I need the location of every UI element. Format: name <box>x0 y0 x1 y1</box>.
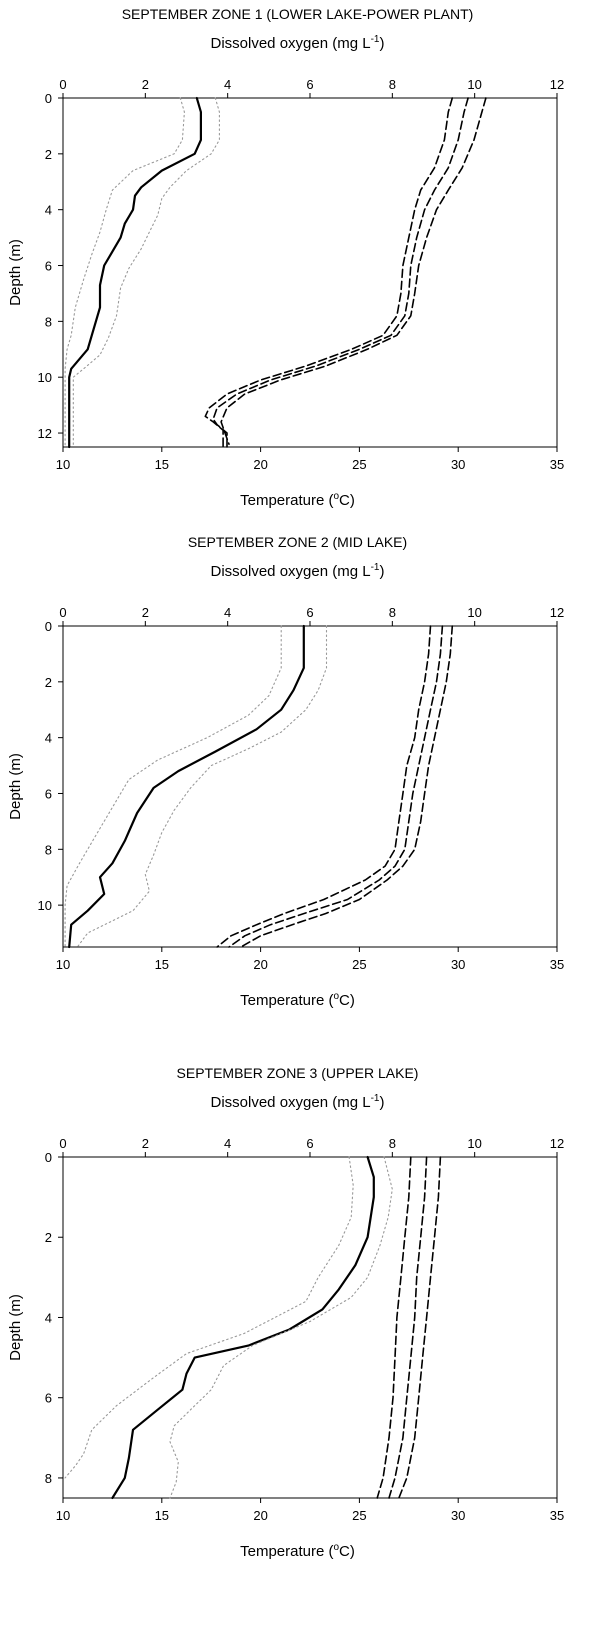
y-tick-label: 6 <box>45 259 52 274</box>
y-tick-label: 12 <box>38 426 52 441</box>
x-tick-label-top: 6 <box>306 77 313 92</box>
x-tick-label-top: 8 <box>389 77 396 92</box>
x-tick-label-bottom: 20 <box>253 957 267 972</box>
temperature-series-line <box>388 1156 428 1499</box>
top-axis-label: Dissolved oxygen (mg L-1) <box>210 1093 385 1111</box>
y-tick-label: 0 <box>45 1150 52 1165</box>
x-tick-label-top: 10 <box>467 77 481 92</box>
x-tick-label-top: 0 <box>59 77 66 92</box>
y-tick-label: 0 <box>45 619 52 634</box>
temperature-series-line <box>398 1156 442 1499</box>
x-tick-label-bottom: 10 <box>56 957 70 972</box>
x-tick-label-top: 2 <box>142 1136 149 1151</box>
x-tick-label-bottom: 10 <box>56 457 70 472</box>
x-tick-label-top: 0 <box>59 1136 66 1151</box>
y-tick-label: 4 <box>45 203 52 218</box>
x-tick-label-top: 2 <box>142 77 149 92</box>
bottom-axis-label: Temperature (oC) <box>240 491 355 509</box>
x-tick-label-top: 6 <box>306 1136 313 1151</box>
y-axis-label: Depth (m) <box>7 753 24 820</box>
x-tick-label-bottom: 20 <box>253 1508 267 1523</box>
chart-title: SEPTEMBER ZONE 3 (UPPER LAKE) <box>176 1065 419 1081</box>
temperature-series-line <box>216 625 432 948</box>
oxygen-series-line <box>68 624 305 949</box>
temperature-series-line <box>204 97 454 448</box>
x-tick-label-bottom: 30 <box>451 457 465 472</box>
x-tick-label-bottom: 35 <box>550 1508 564 1523</box>
x-tick-label-top: 6 <box>306 605 313 620</box>
y-tick-label: 6 <box>45 786 52 801</box>
oxygen-series-line <box>76 625 328 948</box>
y-tick-label: 0 <box>45 91 52 106</box>
x-tick-label-top: 4 <box>224 1136 231 1151</box>
temperature-series-line <box>376 1156 412 1499</box>
x-tick-label-top: 12 <box>550 77 564 92</box>
x-tick-label-top: 12 <box>550 1136 564 1151</box>
top-axis-label: Dissolved oxygen (mg L-1) <box>210 34 385 52</box>
oxygen-series-line <box>72 97 220 448</box>
y-tick-label: 6 <box>45 1391 52 1406</box>
y-tick-label: 2 <box>45 147 52 162</box>
x-tick-label-bottom: 15 <box>155 957 169 972</box>
y-axis-label: Depth (m) <box>7 239 24 306</box>
x-tick-label-bottom: 35 <box>550 957 564 972</box>
y-tick-label: 4 <box>45 1310 52 1325</box>
y-axis-label: Depth (m) <box>7 1294 24 1361</box>
oxygen-series-line <box>111 1155 375 1500</box>
oxygen-series-line <box>68 96 202 449</box>
y-tick-label: 8 <box>45 1471 52 1486</box>
x-tick-label-top: 12 <box>550 605 564 620</box>
x-tick-label-bottom: 25 <box>352 1508 366 1523</box>
x-tick-label-top: 0 <box>59 605 66 620</box>
plot-frame <box>62 625 558 948</box>
x-tick-label-bottom: 30 <box>451 1508 465 1523</box>
x-tick-label-top: 4 <box>224 605 231 620</box>
y-tick-label: 2 <box>45 675 52 690</box>
y-tick-label: 2 <box>45 1230 52 1245</box>
x-tick-label-bottom: 20 <box>253 457 267 472</box>
x-tick-label-bottom: 10 <box>56 1508 70 1523</box>
y-tick-label: 10 <box>38 898 52 913</box>
x-tick-label-bottom: 25 <box>352 957 366 972</box>
oxygen-series-line <box>169 1156 393 1499</box>
x-tick-label-top: 8 <box>389 605 396 620</box>
plot-frame <box>62 1156 558 1499</box>
x-tick-label-bottom: 15 <box>155 1508 169 1523</box>
y-tick-label: 4 <box>45 731 52 746</box>
chart-title: SEPTEMBER ZONE 2 (MID LAKE) <box>187 534 408 550</box>
bottom-axis-label: Temperature (oC) <box>240 991 355 1009</box>
y-tick-label: 10 <box>38 370 52 385</box>
temperature-series-line <box>228 625 444 948</box>
x-tick-label-bottom: 35 <box>550 457 564 472</box>
temperature-series-line <box>212 97 469 448</box>
plot-frame <box>62 97 558 448</box>
oxygen-series-line <box>64 625 282 948</box>
x-tick-label-bottom: 30 <box>451 957 465 972</box>
oxygen-series-line <box>64 97 185 448</box>
x-tick-label-top: 8 <box>389 1136 396 1151</box>
x-tick-label-bottom: 15 <box>155 457 169 472</box>
x-tick-label-bottom: 25 <box>352 457 366 472</box>
x-tick-label-top: 10 <box>467 1136 481 1151</box>
temperature-series-line <box>240 625 454 948</box>
chart-title: SEPTEMBER ZONE 1 (LOWER LAKE-POWER PLANT… <box>121 6 474 22</box>
y-tick-label: 8 <box>45 314 52 329</box>
x-tick-label-top: 2 <box>142 605 149 620</box>
bottom-axis-label: Temperature (oC) <box>240 1542 355 1560</box>
top-axis-label: Dissolved oxygen (mg L-1) <box>210 562 385 580</box>
x-tick-label-top: 10 <box>467 605 481 620</box>
oxygen-series-line <box>64 1156 354 1479</box>
y-tick-label: 8 <box>45 842 52 857</box>
temperature-series-line <box>220 97 487 445</box>
x-tick-label-top: 4 <box>224 77 231 92</box>
